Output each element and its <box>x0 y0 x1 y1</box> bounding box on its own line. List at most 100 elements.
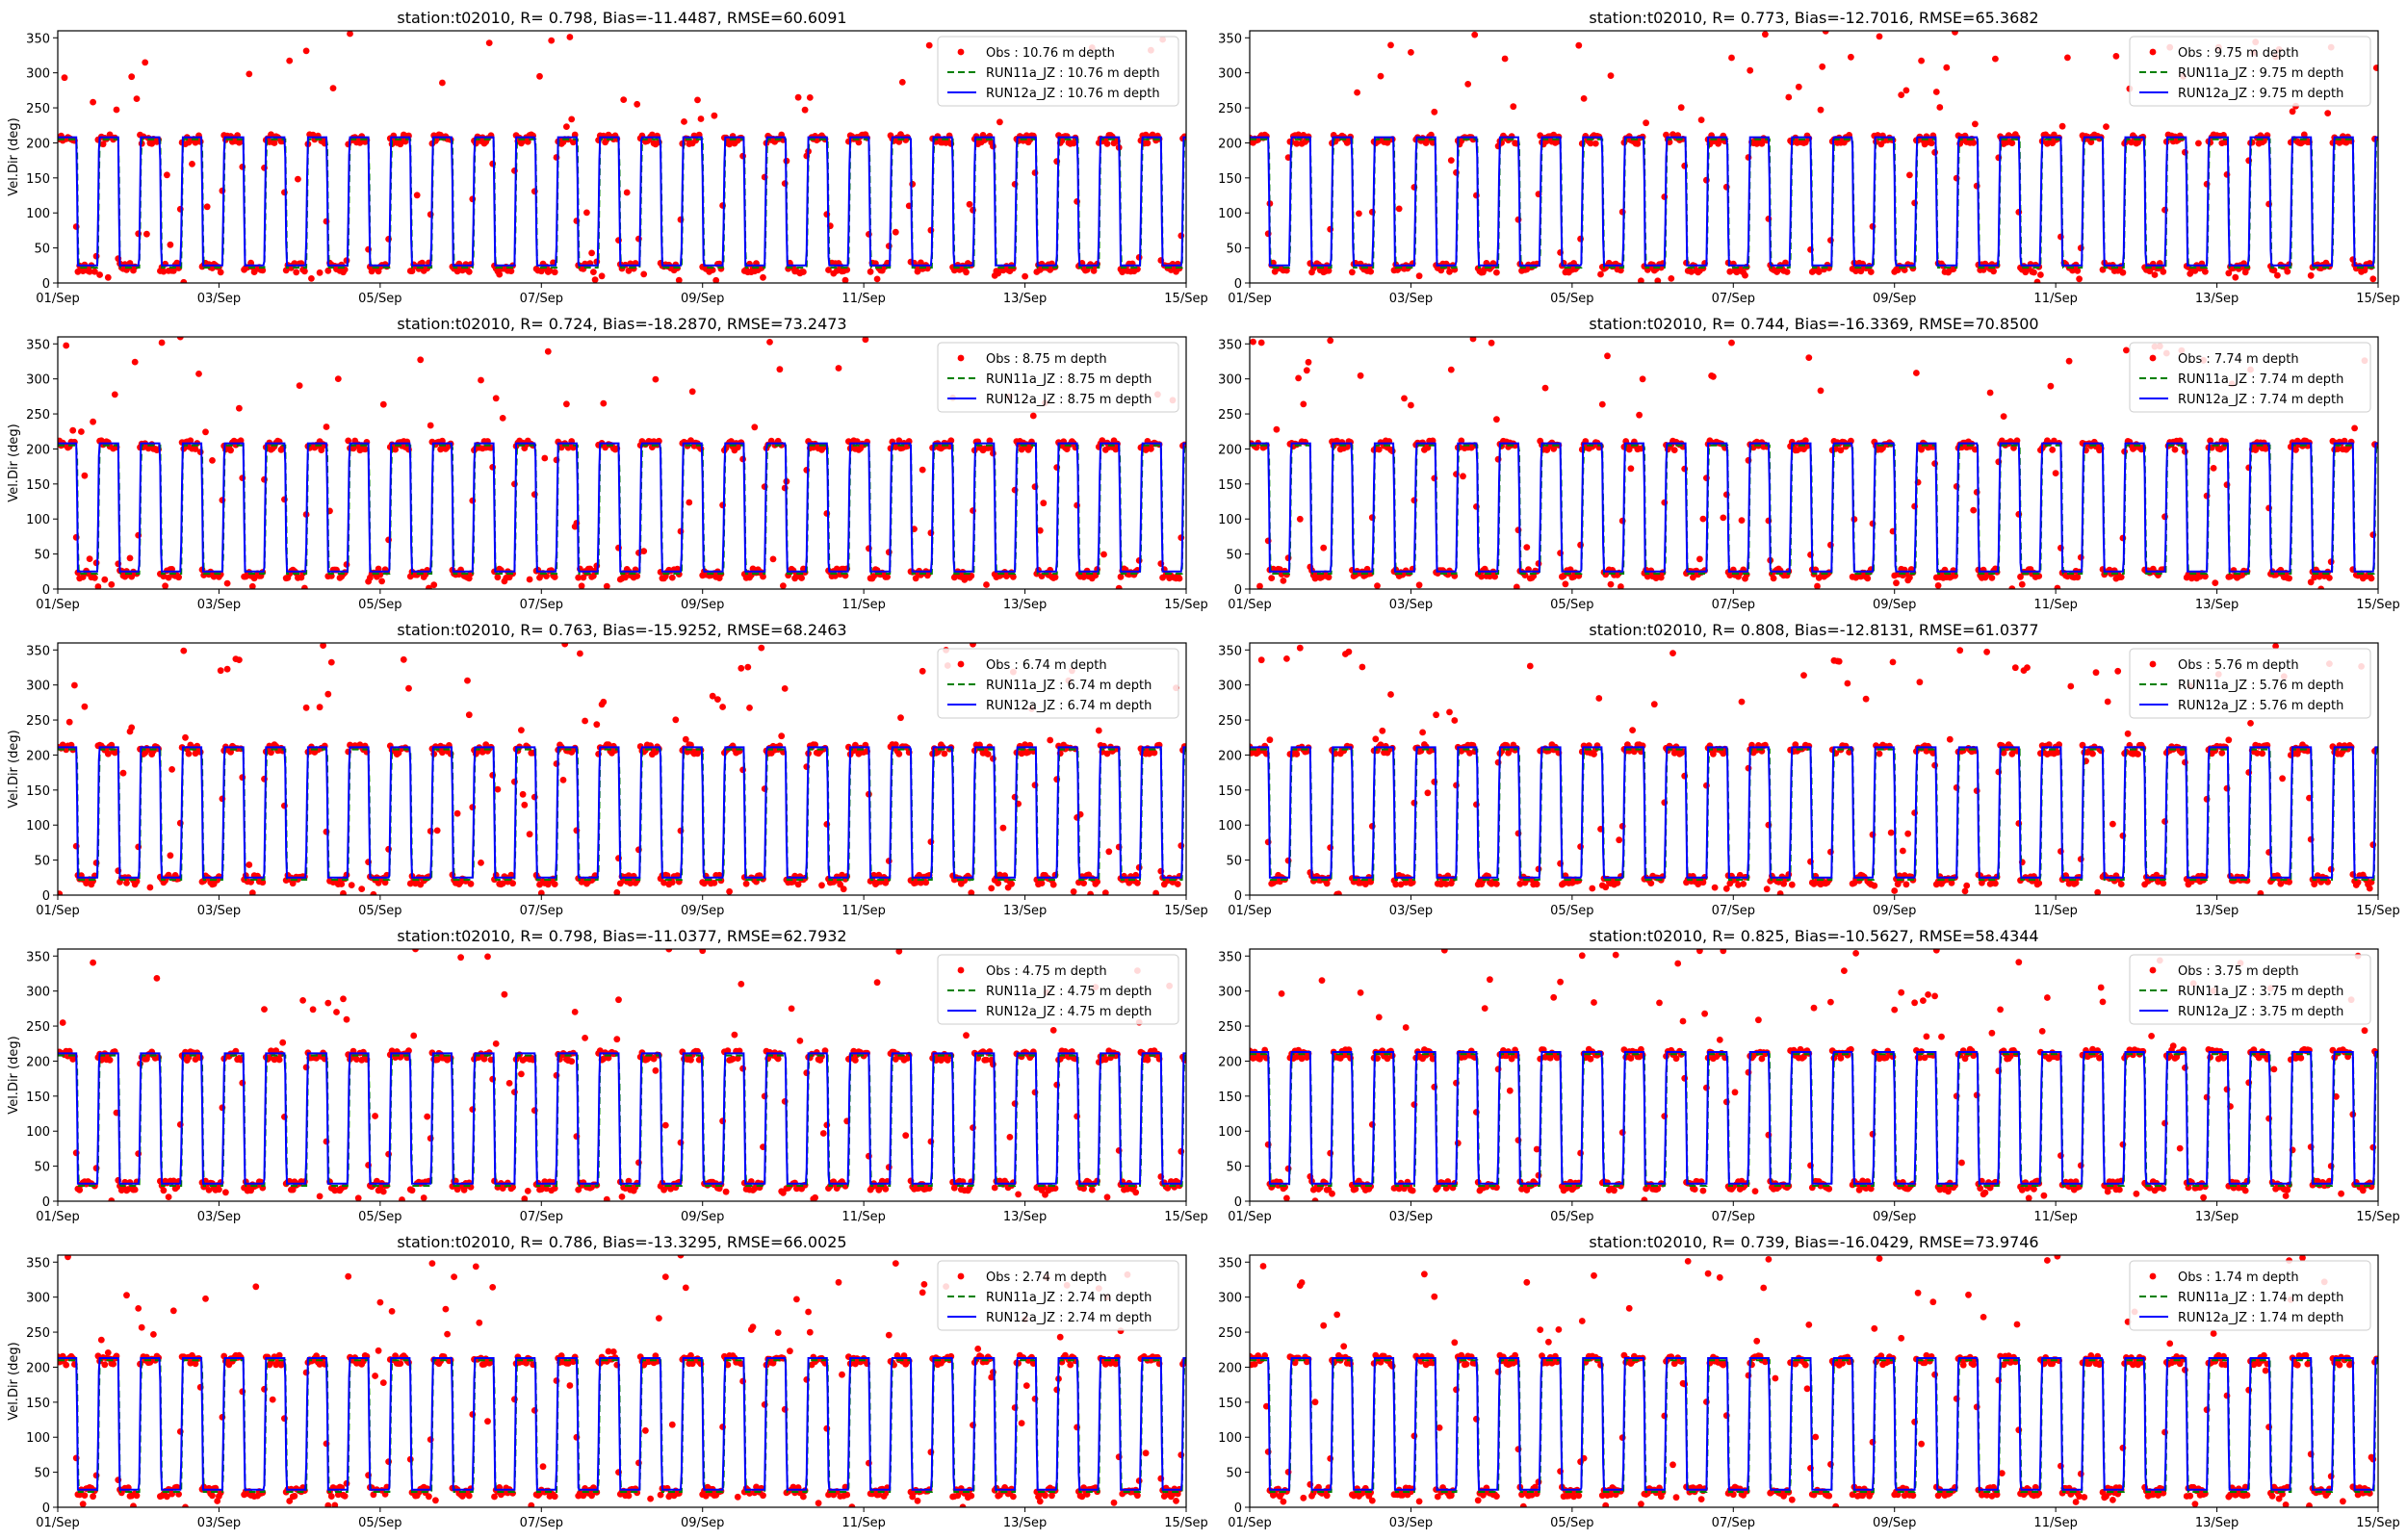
obs-point <box>561 643 569 648</box>
obs-point <box>2123 346 2130 354</box>
obs-point <box>1273 425 1281 433</box>
obs-point <box>320 643 326 649</box>
obs-point <box>2195 140 2202 147</box>
obs-point <box>316 1193 324 1200</box>
axes-frame <box>57 336 1187 590</box>
chart-title: station:t02010, R= 0.808, Bias=-12.8131,… <box>1589 621 2038 639</box>
obs-point <box>873 275 881 283</box>
obs-point <box>798 575 805 581</box>
obs-point <box>892 741 899 749</box>
obs-point <box>925 41 933 49</box>
obs-point <box>1654 277 1662 283</box>
obs-point <box>1952 31 1958 36</box>
obs-point <box>133 95 141 102</box>
obs-point <box>465 575 473 582</box>
obs-point <box>268 749 274 757</box>
obs-point <box>1323 880 1331 887</box>
obs-point <box>302 47 310 55</box>
chart-panel-3: station:t02010, R= 0.724, Bias=-18.2870,… <box>7 315 1208 612</box>
y-tick-label: 350 <box>26 644 50 658</box>
obs-point <box>1614 880 1621 886</box>
chart-panel-5: station:t02010, R= 0.763, Bias=-15.9252,… <box>7 621 1208 918</box>
legend-entry: Obs : 10.76 m depth <box>986 46 1115 61</box>
obs-point <box>2372 64 2378 71</box>
obs-point <box>478 860 484 866</box>
obs-point <box>1513 583 1520 589</box>
obs-point <box>627 880 634 886</box>
obs-point <box>1335 890 1342 895</box>
obs-point <box>71 681 78 689</box>
obs-point <box>76 1186 84 1194</box>
obs-point <box>165 1194 172 1200</box>
obs-point <box>990 142 996 150</box>
chart-title: station:t02010, R= 0.798, Bias=-11.0377,… <box>397 927 846 945</box>
x-tick-label: 05/Sep <box>1550 292 1593 306</box>
obs-point <box>672 716 680 724</box>
obs-point <box>521 1195 529 1201</box>
obs-point <box>223 579 231 587</box>
obs-point <box>1320 544 1328 552</box>
x-tick-label: 03/Sep <box>197 292 241 306</box>
obs-point <box>381 879 389 886</box>
x-tick-label: 07/Sep <box>520 292 563 306</box>
obs-point <box>1101 1056 1109 1064</box>
obs-point <box>96 271 103 278</box>
obs-point <box>788 1005 795 1013</box>
obs-point <box>1493 269 1500 276</box>
obs-point <box>1493 416 1500 424</box>
obs-point <box>289 880 297 887</box>
y-tick-label: 250 <box>26 102 50 116</box>
y-tick-label: 300 <box>1218 373 1242 388</box>
obs-point <box>1591 751 1597 757</box>
obs-point <box>1916 679 1924 686</box>
legend-entry: Obs : 7.74 m depth <box>2178 352 2299 367</box>
obs-point <box>1963 882 1971 889</box>
obs-point <box>2087 139 2095 146</box>
chart-title: station:t02010, R= 0.798, Bias=-11.4487,… <box>397 9 846 27</box>
obs-point <box>185 750 193 757</box>
obs-point <box>895 949 903 955</box>
obs-point <box>892 228 899 236</box>
obs-point <box>1934 582 1942 589</box>
obs-point <box>275 1056 283 1064</box>
obs-point <box>405 684 412 692</box>
obs-point <box>1636 411 1643 419</box>
obs-point <box>203 203 211 211</box>
legend-marker-obs <box>957 48 965 56</box>
y-tick-label: 0 <box>42 277 50 292</box>
obs-point <box>697 116 705 122</box>
obs-point <box>596 1047 604 1055</box>
x-tick-label: 15/Sep <box>2356 904 2399 918</box>
obs-point <box>1493 881 1500 887</box>
obs-point <box>348 882 355 888</box>
obs-point <box>375 565 382 573</box>
obs-point <box>570 139 577 146</box>
obs-point <box>970 643 976 648</box>
y-axis-label: Vel.Dir (deg) <box>7 424 21 501</box>
obs-point <box>324 999 332 1007</box>
obs-point <box>2092 669 2100 677</box>
chart-panel-2: station:t02010, R= 0.773, Bias=-12.7016,… <box>1218 9 2400 306</box>
obs-point <box>485 39 493 46</box>
obs-point <box>912 879 919 886</box>
obs-point <box>1817 106 1825 114</box>
obs-point <box>1616 836 1623 844</box>
x-tick-label: 05/Sep <box>358 904 401 918</box>
axes-frame <box>1249 642 2379 896</box>
chart-title: station:t02010, R= 0.744, Bias=-16.3369,… <box>1589 315 2038 333</box>
legend-marker-obs <box>2149 48 2157 56</box>
y-tick-label: 150 <box>1218 478 1242 493</box>
legend-entry: Obs : 5.76 m depth <box>2178 658 2299 673</box>
obs-point <box>1327 337 1334 345</box>
y-tick-label: 200 <box>26 749 50 763</box>
obs-point <box>1080 1185 1087 1193</box>
obs-point <box>1643 573 1651 580</box>
obs-point <box>586 565 594 573</box>
obs-point <box>399 1196 405 1201</box>
obs-point <box>176 337 184 341</box>
obs-point <box>726 887 733 895</box>
x-tick-label: 09/Sep <box>681 904 724 918</box>
obs-point <box>1464 81 1472 88</box>
obs-point <box>78 428 85 435</box>
